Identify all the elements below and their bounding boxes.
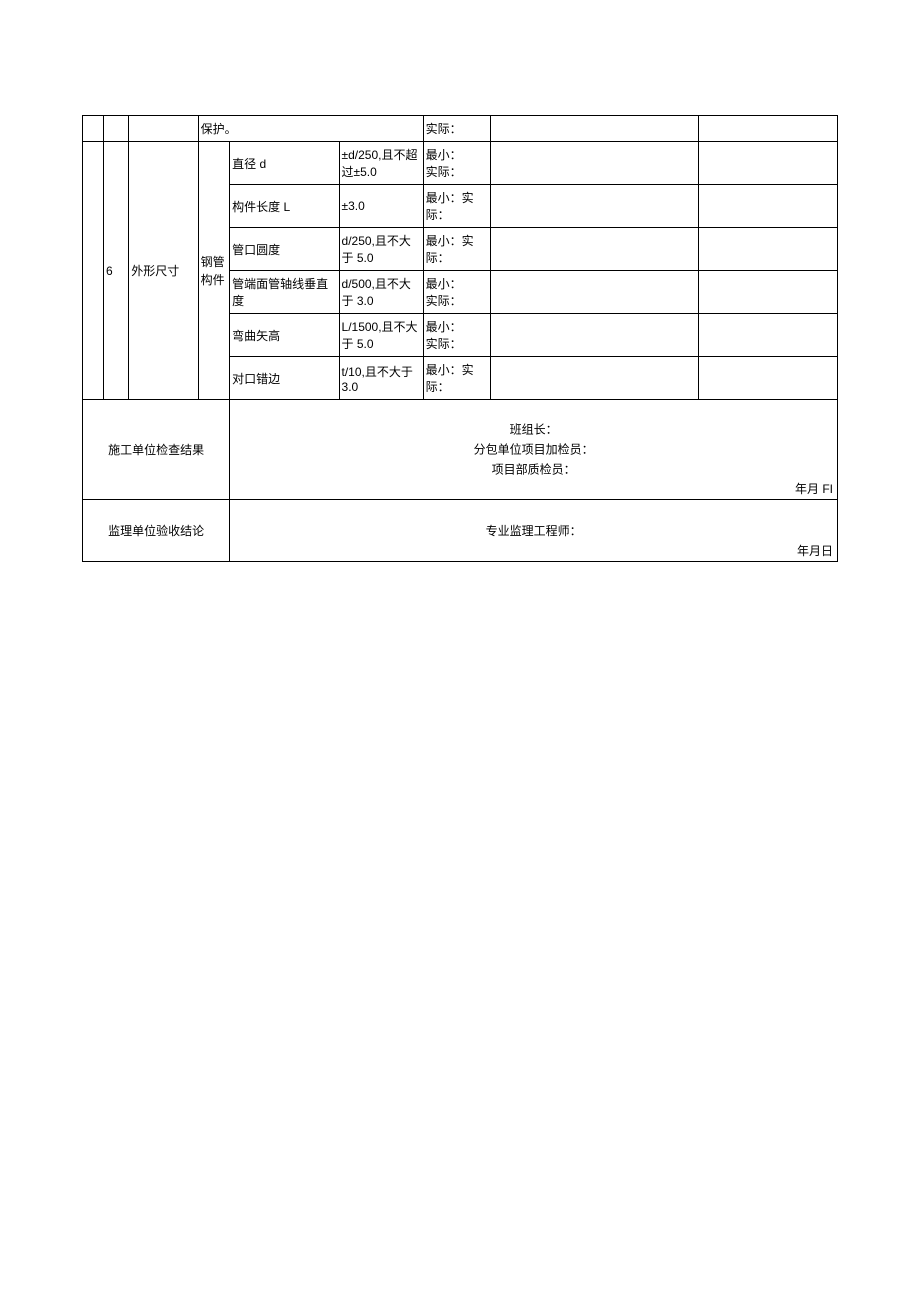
sign-lines: 班组长： 分包单位项目加检员： 项目部质检员： [230, 419, 837, 480]
cell-empty [490, 357, 698, 400]
result-min: 最小： [426, 146, 488, 163]
cell-result: 实际： [423, 116, 490, 142]
cell-item: 弯曲矢高 [230, 314, 339, 357]
cell-result: 最小：实际： [423, 185, 490, 228]
cell-empty [490, 116, 698, 142]
cell-empty [490, 185, 698, 228]
page-container: 保护。 实际： 6 外形尺寸 钢管构件 直径 d ±d/250,且不超过±5.0… [0, 0, 920, 562]
cell-empty [490, 228, 698, 271]
cell-empty [104, 116, 129, 142]
sign-label: 监理单位验收结论 [83, 500, 230, 562]
cell-empty [490, 314, 698, 357]
cell-category: 外形尺寸 [129, 142, 198, 400]
sign-body-cell: 专业监理工程师： 年月日 [230, 500, 838, 562]
result-min: 最小： [426, 275, 488, 292]
sign-body-cell: 班组长： 分包单位项目加检员： 项目部质检员： 年月 FI [230, 400, 838, 500]
cell-empty [699, 314, 838, 357]
cell-item: 管端面管轴线垂直度 [230, 271, 339, 314]
table-row: 施工单位检查结果 班组长： 分包单位项目加检员： 项目部质检员： 年月 FI [83, 400, 838, 500]
cell-spec: ±3.0 [339, 185, 423, 228]
cell-item: 管口圆度 [230, 228, 339, 271]
cell-spec: t/10,且不大于 3.0 [339, 357, 423, 400]
table-row: 保护。 实际： [83, 116, 838, 142]
cell-empty [699, 271, 838, 314]
result-actual: 实际： [426, 335, 488, 352]
cell-item: 直径 d [230, 142, 339, 185]
cell-result: 最小： 实际： [423, 314, 490, 357]
result-actual: 实际： [426, 292, 488, 309]
result-actual: 实际： [426, 163, 488, 180]
cell-spec: d/250,且不大于 5.0 [339, 228, 423, 271]
cell-result: 最小： 实际： [423, 271, 490, 314]
sign-date: 年月日 [797, 542, 833, 559]
cell-spec: ±d/250,且不超过±5.0 [339, 142, 423, 185]
cell-item: 对口错边 [230, 357, 339, 400]
cell-spec: d/500,且不大于 3.0 [339, 271, 423, 314]
cell-empty [490, 142, 698, 185]
cell-type: 钢管构件 [198, 142, 230, 400]
cell-empty [83, 116, 104, 142]
sign-line: 项目部质检员： [230, 460, 837, 480]
cell-empty [699, 185, 838, 228]
cell-empty [699, 116, 838, 142]
sign-lines: 专业监理工程师： [230, 520, 837, 540]
sign-label: 施工单位检查结果 [83, 400, 230, 500]
cell-protect: 保护。 [198, 116, 423, 142]
cell-empty [490, 271, 698, 314]
sign-body: 专业监理工程师： 年月日 [230, 500, 837, 561]
sign-body: 班组长： 分包单位项目加检员： 项目部质检员： 年月 FI [230, 400, 837, 499]
cell-empty [129, 116, 198, 142]
cell-empty [699, 357, 838, 400]
cell-result: 最小： 实际： [423, 142, 490, 185]
cell-result: 最小：实际： [423, 357, 490, 400]
cell-rownum: 6 [104, 142, 129, 400]
cell-spec: L/1500,且不大于 5.0 [339, 314, 423, 357]
cell-empty [699, 228, 838, 271]
sign-date: 年月 FI [795, 480, 833, 497]
result-min: 最小： [426, 318, 488, 335]
table-row: 监理单位验收结论 专业监理工程师： 年月日 [83, 500, 838, 562]
cell-empty [83, 142, 104, 400]
cell-item: 构件长度 L [230, 185, 339, 228]
inspection-table: 保护。 实际： 6 外形尺寸 钢管构件 直径 d ±d/250,且不超过±5.0… [82, 115, 838, 562]
sign-line: 班组长： [230, 419, 837, 439]
table-row: 6 外形尺寸 钢管构件 直径 d ±d/250,且不超过±5.0 最小： 实际： [83, 142, 838, 185]
sign-line: 专业监理工程师： [230, 520, 837, 540]
cell-empty [699, 142, 838, 185]
sign-line: 分包单位项目加检员： [230, 439, 837, 459]
cell-result: 最小：实际： [423, 228, 490, 271]
